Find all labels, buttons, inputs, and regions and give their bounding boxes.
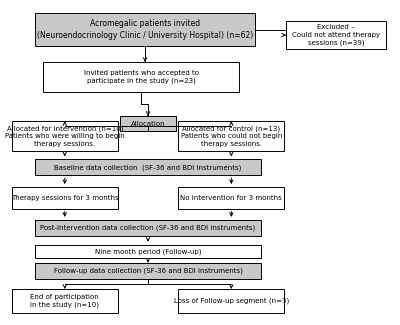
FancyBboxPatch shape [178,289,284,313]
FancyBboxPatch shape [178,187,284,209]
Text: Nine month period (Follow-up): Nine month period (Follow-up) [95,248,201,254]
Text: Allocation: Allocation [131,121,165,127]
FancyBboxPatch shape [35,245,261,258]
FancyBboxPatch shape [120,116,176,131]
Text: Excluded –
Could not attend therapy
sessions (n=39): Excluded – Could not attend therapy sess… [292,24,380,46]
FancyBboxPatch shape [286,21,386,49]
Text: Post-intervention data collection (SF-36 and BDI instruments): Post-intervention data collection (SF-36… [40,225,256,231]
FancyBboxPatch shape [35,13,255,46]
FancyBboxPatch shape [178,121,284,151]
Text: Allocated for intervention (n=10)
Patients who were willing to begin
therapy ses: Allocated for intervention (n=10) Patien… [5,125,125,147]
FancyBboxPatch shape [12,289,118,313]
FancyBboxPatch shape [12,187,118,209]
FancyBboxPatch shape [43,62,239,92]
FancyBboxPatch shape [35,159,261,175]
Text: Loss of Follow-up segment (n=3): Loss of Follow-up segment (n=3) [174,298,289,304]
Text: Invited patients who accepted to
participate in the study (n=23): Invited patients who accepted to partici… [84,70,199,84]
FancyBboxPatch shape [35,220,261,236]
Text: No intervention for 3 months: No intervention for 3 months [180,195,282,201]
FancyBboxPatch shape [35,263,261,280]
Text: Allocated for control (n=13)
Patients who could not begin
therapy sessions.: Allocated for control (n=13) Patients wh… [181,125,282,147]
Text: Baseline data collection  (SF-36 and BDI instruments): Baseline data collection (SF-36 and BDI … [54,164,242,171]
Text: End of participation
in the study (n=10): End of participation in the study (n=10) [30,294,99,308]
Text: Therapy sessions for 3 months: Therapy sessions for 3 months [11,195,118,201]
FancyBboxPatch shape [12,121,118,151]
Text: Acromegalic patients invited
(Neuroendocrinology Clinic / University Hospital) (: Acromegalic patients invited (Neuroendoc… [37,19,253,40]
Text: Follow-up data collection (SF-36 and BDI instruments): Follow-up data collection (SF-36 and BDI… [54,268,242,274]
